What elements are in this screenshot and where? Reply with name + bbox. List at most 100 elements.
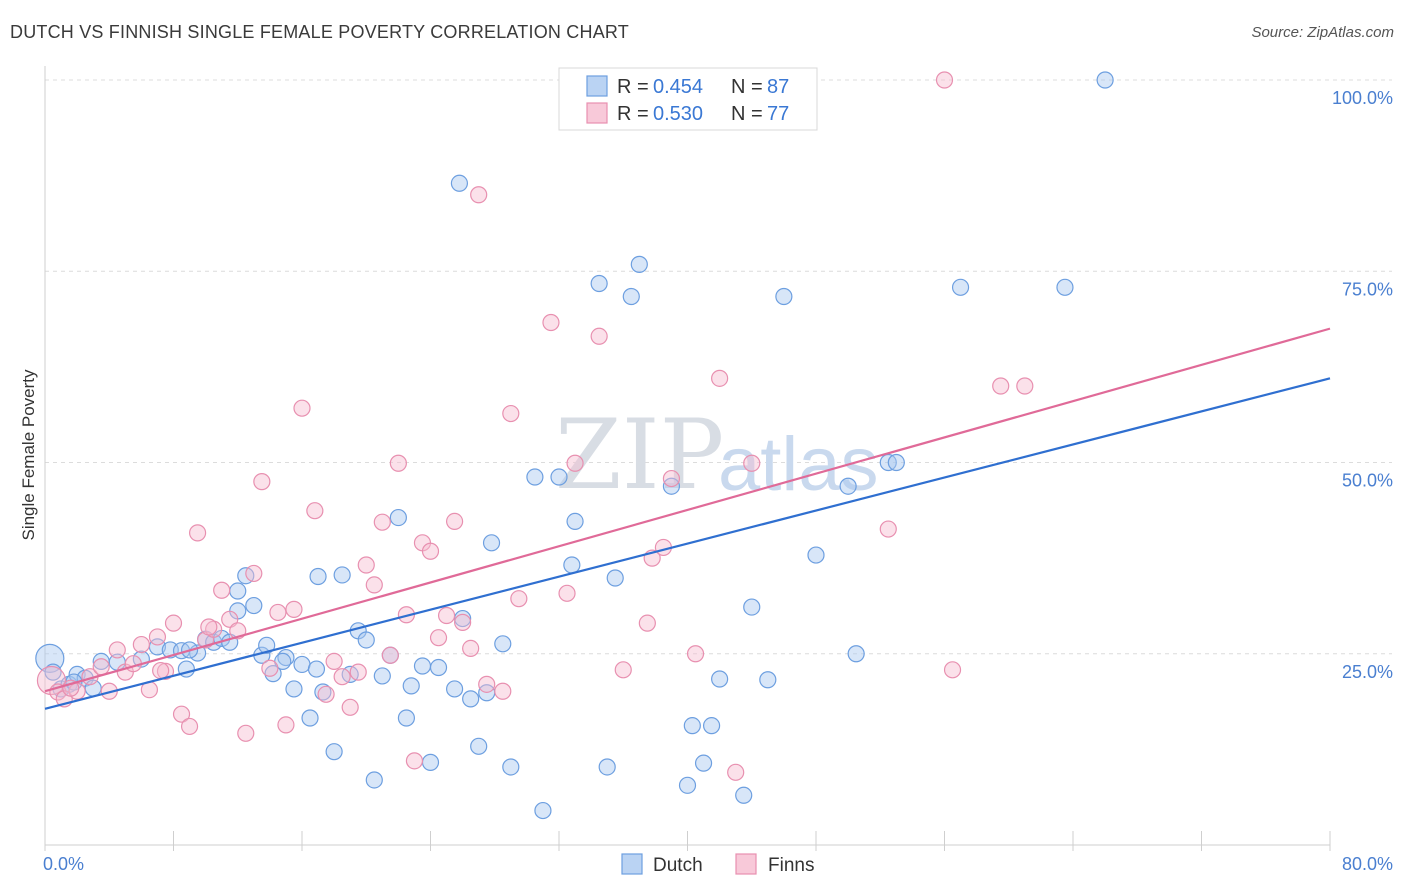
finns-trend-line — [44, 327, 1331, 693]
legend: R = 0.454 N = 87 R = 0.530 N = 77 — [558, 67, 818, 131]
dutch-point — [258, 636, 276, 654]
finns-point — [478, 675, 496, 693]
finns-point — [237, 724, 255, 742]
finns-point — [277, 716, 295, 734]
dutch-point — [462, 690, 480, 708]
dutch-point — [775, 287, 793, 306]
finns-point — [152, 661, 170, 680]
x-tick-label: 0.0% — [43, 854, 84, 874]
legend-r-dutch: 0.454 — [653, 76, 703, 98]
finns-point — [711, 369, 729, 387]
finns-point — [200, 618, 218, 636]
finns-point — [172, 705, 191, 723]
dutch-point — [482, 534, 501, 552]
finns-point — [421, 542, 440, 560]
finns-point — [325, 652, 343, 671]
dutch-point — [229, 582, 247, 600]
dutch-point — [566, 512, 584, 531]
finns-point — [213, 581, 231, 599]
y-tick-label: 50.0% — [1342, 471, 1393, 491]
y-tick-label: 100.0% — [1332, 88, 1393, 108]
finns-point — [638, 614, 656, 632]
dutch-trend-line — [44, 377, 1331, 710]
finns-point — [373, 513, 391, 531]
finns-point — [164, 614, 183, 632]
finns-point — [333, 668, 351, 686]
dutch-point — [590, 274, 608, 293]
finns-point — [686, 645, 705, 663]
dutch-point — [735, 786, 753, 804]
finns-point — [180, 717, 199, 736]
x-tick-labels: 0.0% 80.0% — [43, 854, 1393, 874]
dutch-point — [421, 753, 440, 771]
finns-point — [381, 646, 399, 664]
dutch-point — [450, 174, 469, 192]
dutch-point — [526, 468, 544, 486]
finns-point — [108, 641, 126, 659]
dutch-point — [683, 717, 701, 735]
finns-point — [261, 659, 279, 677]
legend-n-label: N = — [731, 103, 763, 125]
finns-point — [1016, 377, 1034, 395]
dutch-point — [847, 645, 865, 663]
dutch-point — [301, 709, 319, 727]
dutch-point — [264, 665, 282, 683]
dutch-point — [694, 754, 713, 772]
dutch-point — [245, 596, 263, 615]
legend-swatch-dutch — [586, 75, 608, 97]
dutch-point — [357, 631, 375, 649]
dutch-point — [429, 658, 448, 677]
finns-point — [341, 698, 359, 716]
finns-points — [36, 71, 1034, 781]
legend-r-label: R = — [617, 103, 649, 125]
dutch-point — [678, 776, 697, 794]
dutch-point — [1096, 71, 1114, 89]
bottom-legend-swatch-finns — [735, 853, 757, 875]
finns-point — [445, 512, 464, 531]
dutch-point — [550, 468, 568, 486]
finns-point — [510, 590, 528, 608]
dutch-point — [606, 569, 624, 587]
y-tick-label: 25.0% — [1342, 662, 1393, 682]
dutch-point — [534, 801, 552, 820]
finns-point — [566, 454, 584, 472]
finns-point — [470, 186, 488, 204]
legend-swatch-finns — [586, 102, 608, 124]
dutch-point — [285, 680, 303, 698]
bottom-legend-finns: Finns — [768, 855, 814, 876]
finns-point — [349, 663, 367, 681]
finns-point — [269, 603, 287, 622]
dutch-point — [630, 255, 648, 273]
finns-point — [245, 564, 263, 583]
dutch-point — [413, 657, 432, 675]
legend-n-dutch: 87 — [767, 76, 789, 98]
dutch-point — [470, 737, 488, 755]
finns-point — [590, 327, 608, 345]
finns-point — [132, 635, 150, 654]
x-tick-label: 80.0% — [1342, 854, 1393, 874]
legend-r-label: R = — [617, 76, 649, 98]
dutch-point — [314, 683, 332, 701]
finns-point — [935, 71, 954, 89]
finns-point — [494, 682, 512, 700]
y-axis-label: Single Female Poverty — [19, 369, 38, 541]
dutch-point — [1056, 278, 1074, 296]
dutch-point — [598, 758, 616, 776]
dutch-point — [807, 546, 825, 564]
y-tick-label: 75.0% — [1342, 279, 1393, 299]
dutch-point — [743, 598, 761, 616]
finns-point — [429, 629, 448, 647]
finns-point — [502, 404, 520, 423]
dutch-point — [307, 660, 326, 678]
finns-point — [148, 628, 167, 646]
finns-point — [943, 661, 962, 679]
finns-point — [317, 685, 335, 703]
finns-point — [462, 639, 480, 657]
dutch-point — [622, 287, 640, 306]
bottom-legend-dutch: Dutch — [653, 855, 703, 876]
finns-point — [542, 313, 560, 332]
dutch-point — [325, 743, 343, 761]
chart-title: DUTCH VS FINNISH SINGLE FEMALE POVERTY C… — [10, 22, 629, 42]
finns-point — [389, 454, 407, 472]
finns-point — [879, 520, 897, 538]
